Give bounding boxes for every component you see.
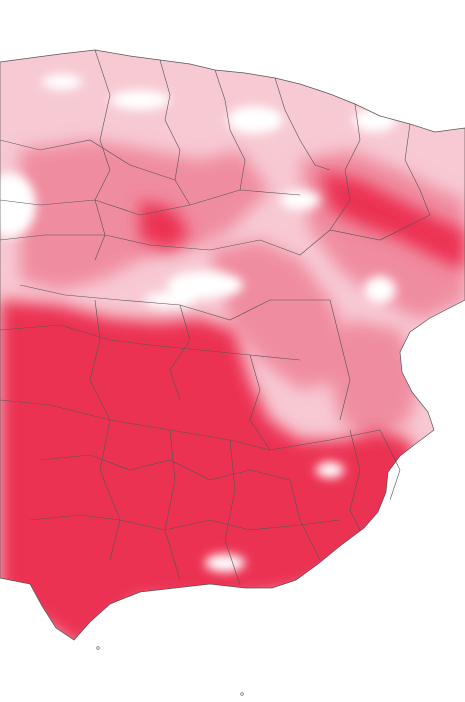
shade-zone <box>0 300 420 640</box>
shade-spot <box>110 90 170 110</box>
shade-spot <box>316 462 344 478</box>
shade-zone <box>210 240 350 390</box>
province-border <box>0 399 381 451</box>
province-border <box>29 514 341 531</box>
province-border <box>404 123 431 216</box>
coastline <box>0 49 465 641</box>
shade-spot <box>280 190 320 210</box>
shade-white-spots <box>0 74 397 572</box>
province-border <box>329 103 361 231</box>
shade-spot <box>167 271 243 299</box>
shade-spot <box>205 554 245 572</box>
province-border <box>329 299 351 421</box>
shade-spot <box>0 173 36 237</box>
province-border <box>159 59 191 206</box>
province-border <box>99 419 121 561</box>
province-border <box>289 479 321 561</box>
province-border <box>39 454 291 481</box>
province-border <box>214 69 246 191</box>
shade-zone <box>320 170 465 270</box>
shade-zone <box>330 320 420 440</box>
small-island-marker <box>240 692 244 696</box>
shade-spot <box>227 106 283 134</box>
province-border <box>0 189 301 216</box>
province-border <box>379 429 401 501</box>
shade-spot <box>144 292 196 308</box>
province-border <box>164 429 181 581</box>
shade-spot <box>364 276 396 304</box>
small-island-marker <box>96 646 100 650</box>
province-border <box>274 77 331 171</box>
shade-spot <box>353 108 397 132</box>
province-border <box>0 214 431 256</box>
province-borders <box>0 49 431 586</box>
province-border <box>224 439 241 586</box>
shade-spot <box>42 74 82 90</box>
province-border <box>89 299 111 421</box>
province-border <box>249 354 271 451</box>
province-border <box>349 429 361 531</box>
province-border <box>169 304 191 401</box>
province-border <box>0 139 176 181</box>
